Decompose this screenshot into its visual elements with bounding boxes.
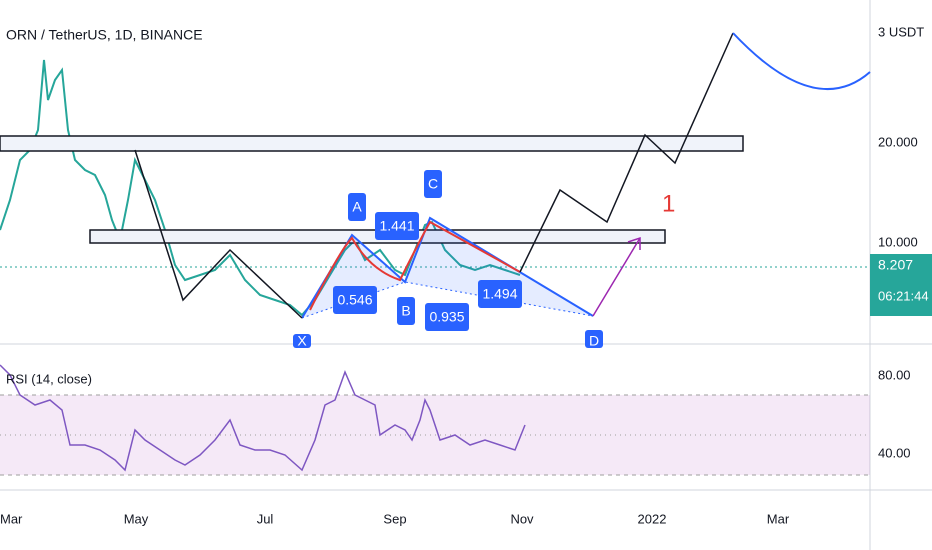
price-label: 10.000 [878,234,918,249]
ratio-box [478,280,522,308]
point-d: D [589,333,599,349]
time-label: Nov [510,511,534,526]
ratio-box [333,286,377,314]
wave-label: 1 [662,190,675,217]
point-a: A [352,199,362,215]
last-price-badge [870,254,932,316]
ratio-box [375,212,419,240]
projection-curve [732,32,871,91]
purple-arrow [592,237,641,317]
projection [519,32,734,273]
ratio-xbd: 0.935 [429,309,464,325]
time-label: Jul [257,511,274,526]
point-a-box [348,193,366,221]
ratio-box [425,303,469,331]
ratio-xab: 0.546 [337,292,372,308]
point-x-box [293,334,311,348]
point-x: X [297,333,307,349]
time-label: Mar [767,511,790,526]
resistance-zone [0,135,744,152]
zigzag [134,149,303,319]
pattern-xab [302,235,405,318]
rsi-label: 40.00 [878,445,911,460]
last-price: 8.207 [878,257,913,273]
point-b: B [401,303,410,319]
point-d-box [585,330,603,348]
countdown: 06:21:44 [878,288,929,303]
ratio-abc: 1.441 [379,218,414,234]
arrow-head [627,236,641,250]
rsi-line [0,364,526,472]
time-label: May [124,511,149,526]
time-label: 2022 [638,511,667,526]
price-label: 3 USDT [878,24,924,39]
ratio-bcd: 1.494 [482,286,517,302]
rsi-title: RSI (14, close) [6,371,92,386]
symbol-title: ORN / TetherUS, 1D, BINANCE [6,27,203,43]
point-b-box [397,297,415,325]
point-c-box [424,170,442,198]
price-label: 20.000 [878,134,918,149]
rsi-label: 80.00 [878,367,911,382]
time-label: Sep [383,511,406,526]
point-c: C [428,176,438,192]
red-path [309,220,521,311]
time-label: Mar [0,511,23,526]
pattern-bcd [405,218,593,316]
